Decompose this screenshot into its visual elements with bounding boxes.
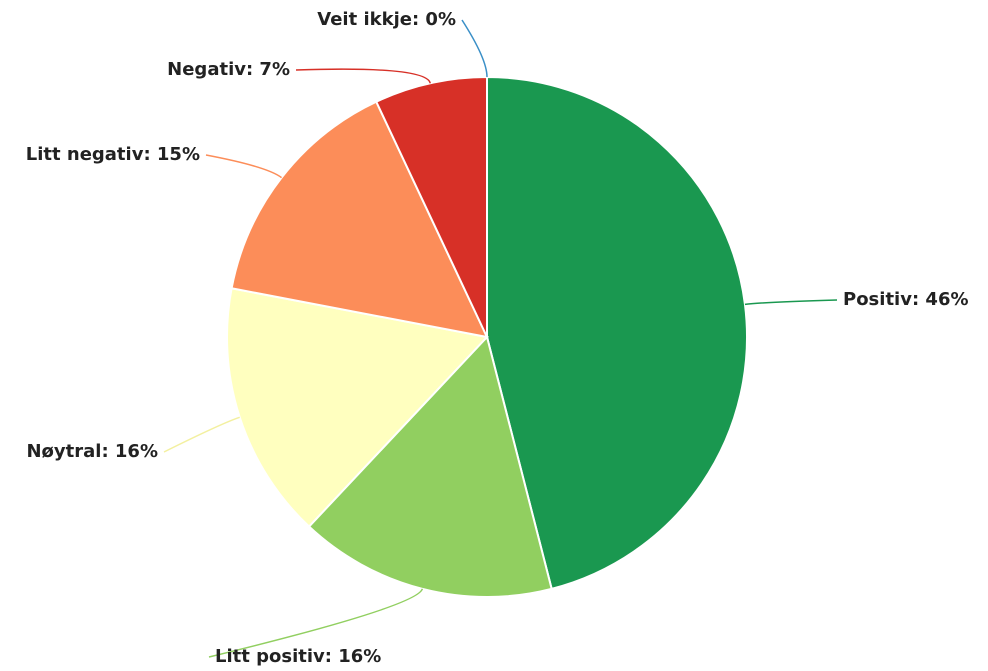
- leader-line: [163, 416, 240, 453]
- leader-line: [744, 299, 838, 306]
- pie-slice: [230, 100, 489, 339]
- slice-label: Negativ: 7%: [167, 59, 290, 80]
- leader-line: [295, 68, 432, 84]
- leader-line: [461, 19, 488, 78]
- pie-slice: [374, 75, 488, 338]
- slice-label: Litt negativ: 15%: [26, 144, 200, 165]
- slice-label: Litt positiv: 16%: [215, 646, 381, 667]
- leader-line: [205, 154, 283, 179]
- slice-label: Nøytral: 16%: [26, 441, 158, 462]
- leader-line: [208, 588, 424, 658]
- slice-label: Positiv: 46%: [843, 289, 969, 310]
- slice-label: Veit ikkje: 0%: [317, 9, 456, 30]
